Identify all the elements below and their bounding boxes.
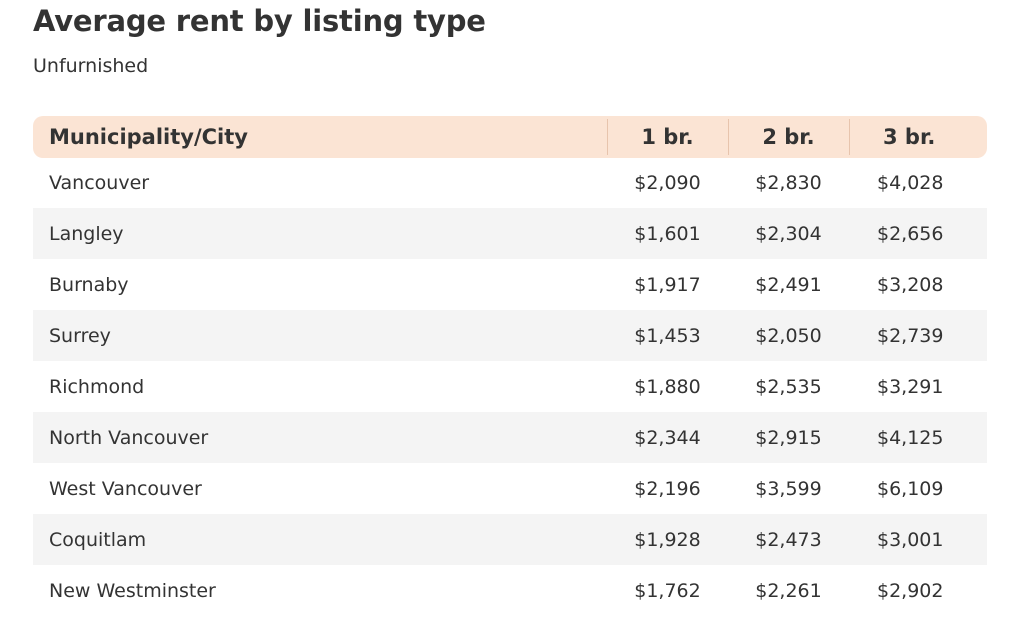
- cell-1br: $2,344: [607, 412, 728, 463]
- cell-3br: $4,125: [849, 412, 987, 463]
- cell-city: Coquitlam: [33, 514, 607, 565]
- cell-2br: $2,050: [728, 310, 849, 361]
- cell-3br: $4,028: [877, 172, 944, 194]
- chart-subtitle: Unfurnished: [33, 55, 149, 77]
- cell-3br: $3,208: [877, 273, 944, 296]
- cell-city: Langley: [33, 208, 607, 259]
- chart-title: Average rent by listing type: [33, 4, 486, 38]
- table-row: West Vancouver $2,196 $3,599 $6,109: [33, 463, 987, 514]
- table-row: Burnaby $1,917 $2,491 $3,208: [33, 259, 987, 310]
- cell-3br: $3,291: [877, 375, 944, 398]
- cell-1br: $1,762: [634, 579, 701, 602]
- cell-2br: $2,473: [728, 514, 849, 565]
- column-header-2br: 2 br.: [728, 116, 849, 158]
- cell-3br: $3,001: [849, 514, 987, 565]
- column-header-1br: 1 br.: [607, 116, 728, 158]
- rent-table-container: Municipality/City 1 br. 2 br. 3 br. Vanc…: [33, 116, 987, 616]
- cell-3br: $2,739: [849, 310, 987, 361]
- cell-2br: $2,491: [755, 273, 822, 296]
- cell-1br: $1,880: [634, 375, 701, 398]
- cell-1br: $2,196: [634, 477, 701, 500]
- cell-city: West Vancouver: [49, 477, 202, 500]
- column-header-3br: 3 br.: [849, 116, 987, 158]
- cell-2br: $3,599: [755, 477, 822, 500]
- cell-2br: $2,535: [755, 375, 822, 398]
- table-row: Richmond $1,880 $2,535 $3,291: [33, 361, 987, 412]
- cell-2br: $2,830: [755, 172, 822, 194]
- cell-1br: $1,917: [634, 273, 701, 296]
- column-header-municipality: Municipality/City: [33, 116, 607, 158]
- rent-table: Municipality/City 1 br. 2 br. 3 br. Vanc…: [33, 116, 987, 616]
- table-row: Coquitlam $1,928 $2,473 $3,001: [33, 514, 987, 565]
- cell-2br: $2,261: [755, 579, 822, 602]
- table-row: North Vancouver $2,344 $2,915 $4,125: [33, 412, 987, 463]
- cell-1br: $1,453: [607, 310, 728, 361]
- table-header: Municipality/City 1 br. 2 br. 3 br.: [33, 116, 987, 158]
- cell-city: Surrey: [33, 310, 607, 361]
- cell-3br: $2,902: [877, 579, 944, 602]
- cell-3br: $6,109: [877, 477, 944, 500]
- table-row: Surrey $1,453 $2,050 $2,739: [33, 310, 987, 361]
- cell-city: New Westminster: [49, 579, 216, 602]
- cell-1br: $1,928: [607, 514, 728, 565]
- table-row: Vancouver $2,090 $2,830 $4,028: [33, 158, 987, 208]
- cell-2br: $2,304: [728, 208, 849, 259]
- table-row: Langley $1,601 $2,304 $2,656: [33, 208, 987, 259]
- table-body: Vancouver $2,090 $2,830 $4,028 Langley $…: [33, 158, 987, 616]
- cell-3br: $2,656: [849, 208, 987, 259]
- cell-1br: $1,601: [607, 208, 728, 259]
- header-row: Municipality/City 1 br. 2 br. 3 br.: [33, 116, 987, 158]
- table-row: New Westminster $1,762 $2,261 $2,902: [33, 565, 987, 616]
- cell-city: Vancouver: [49, 172, 150, 194]
- cell-city: Burnaby: [49, 273, 129, 296]
- cell-1br: $2,090: [634, 172, 701, 194]
- cell-2br: $2,915: [728, 412, 849, 463]
- cell-city: Richmond: [49, 375, 145, 398]
- cell-city: North Vancouver: [33, 412, 607, 463]
